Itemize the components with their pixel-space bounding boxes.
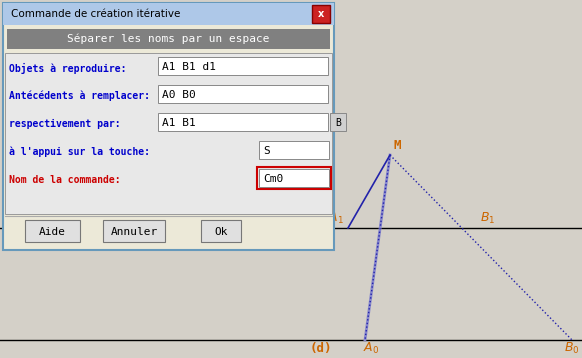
Text: à l'appui sur la touche:: à l'appui sur la touche: — [9, 147, 150, 157]
Text: Antécédents à remplacer:: Antécédents à remplacer: — [9, 91, 150, 101]
Text: $A_1$: $A_1$ — [328, 211, 344, 226]
Bar — [158, 57, 328, 75]
Text: A1 B1: A1 B1 — [162, 118, 196, 128]
Text: Cm0: Cm0 — [263, 174, 283, 184]
Bar — [7, 29, 330, 49]
Bar — [25, 220, 80, 242]
Text: A1 B1 d1: A1 B1 d1 — [162, 62, 216, 72]
Bar — [312, 5, 330, 23]
Bar — [5, 53, 332, 214]
Bar — [3, 3, 334, 250]
Bar — [201, 220, 241, 242]
Text: Commande de création itérative: Commande de création itérative — [11, 9, 180, 19]
Text: Objets à reproduire:: Objets à reproduire: — [9, 63, 126, 73]
Bar — [3, 3, 334, 25]
Text: x: x — [318, 9, 324, 19]
Text: $A_0$: $A_0$ — [363, 341, 379, 356]
Bar — [259, 141, 329, 159]
Text: Annuler: Annuler — [111, 227, 158, 237]
Text: M: M — [394, 139, 402, 152]
Text: Ok: Ok — [214, 227, 228, 237]
Text: Nom de la commande:: Nom de la commande: — [9, 175, 120, 185]
Text: Aide: Aide — [39, 227, 66, 237]
Bar — [158, 113, 328, 131]
Bar — [330, 113, 346, 131]
Text: A0 B0: A0 B0 — [162, 90, 196, 100]
Bar — [103, 220, 165, 242]
Text: respectivement par:: respectivement par: — [9, 119, 120, 129]
Bar — [259, 169, 329, 187]
Text: Séparer les noms par un espace: Séparer les noms par un espace — [68, 34, 269, 44]
Text: $B_1$: $B_1$ — [480, 211, 495, 226]
Bar — [158, 85, 328, 103]
Text: S: S — [263, 146, 269, 156]
Text: B: B — [335, 118, 341, 128]
Text: (d): (d) — [310, 342, 332, 355]
Text: $B_0$: $B_0$ — [564, 341, 580, 356]
Bar — [257, 167, 331, 189]
